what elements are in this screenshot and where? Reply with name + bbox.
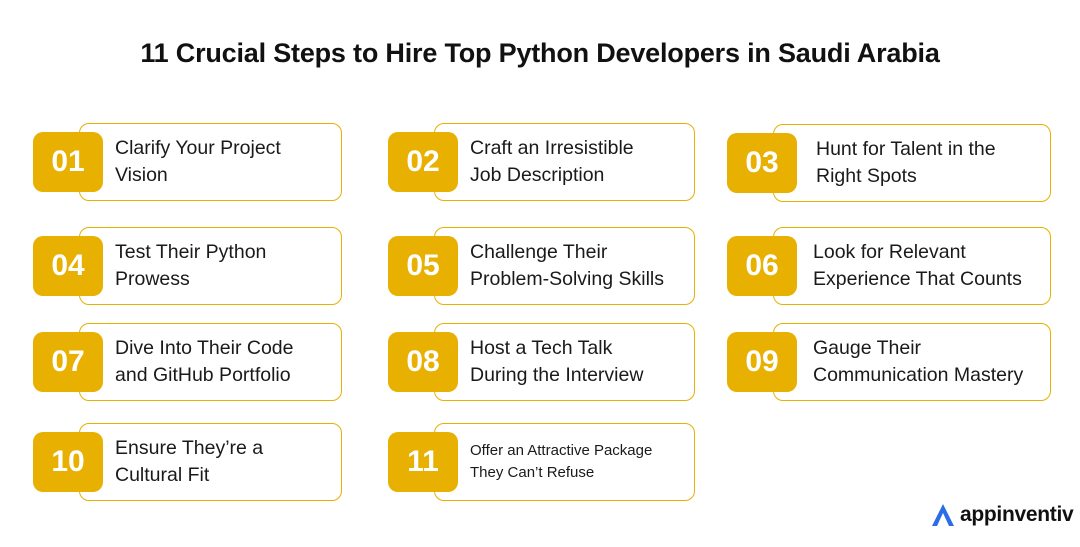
step-card [79,227,342,305]
step-number-badge: 09 [727,332,797,392]
step-label: Dive Into Their Code and GitHub Portfolio [115,323,336,401]
step-label-line2: Job Description [470,164,605,186]
step-10: 10 Ensure They’re a Cultural Fit [33,423,342,501]
step-label-line2: Prowess [115,268,190,290]
step-07: 07 Dive Into Their Code and GitHub Portfo… [33,323,342,401]
step-label-line1: Craft an Irresistible [470,137,634,159]
step-04: 04 Test Their Python Prowess [33,227,342,305]
step-label-line1: Hunt for Talent in the [816,138,996,160]
step-label-line2: Experience That Counts [813,268,1022,290]
step-label: Test Their Python Prowess [115,227,336,305]
step-number-badge: 02 [388,132,458,192]
step-label-line1: Offer an Attractive Package [470,442,653,459]
step-card [434,123,695,201]
step-label-line2: Cultural Fit [115,464,210,486]
step-label-line1: Challenge Their [470,241,608,263]
step-label: Gauge Their Communication Mastery [813,323,1047,401]
step-number-badge: 05 [388,236,458,296]
step-label-line2: During the Interview [470,364,644,386]
step-card [434,227,695,305]
step-label-line1: Dive Into Their Code [115,337,294,359]
step-label: Challenge Their Problem-Solving Skills [470,227,689,305]
step-number-badge: 08 [388,332,458,392]
step-label-line1: Host a Tech Talk [470,337,613,359]
step-label-line2: and GitHub Portfolio [115,364,291,386]
appinventiv-logo: appinventiv [930,500,1074,530]
step-label: Craft an Irresistible Job Description [470,123,689,201]
step-card [434,423,695,501]
step-number-badge: 11 [388,432,458,492]
step-label: Host a Tech Talk During the Interview [470,323,689,401]
step-label-line1: Gauge Their [813,337,922,359]
step-label: Ensure They’re a Cultural Fit [115,423,336,501]
step-label-line2: Right Spots [816,165,917,187]
step-label: Hunt for Talent in the Right Spots [816,124,1045,202]
step-03: 03 Hunt for Talent in the Right Spots [727,124,1051,202]
step-label: Offer an Attractive Package They Can’t Re… [470,423,689,501]
step-label-line2: Communication Mastery [813,364,1024,386]
step-card [434,323,695,401]
step-05: 05 Challenge Their Problem-Solving Skills [388,227,695,305]
appinventiv-logo-icon [932,504,954,526]
step-label: Look for Relevant Experience That Counts [813,227,1047,305]
step-card [79,123,342,201]
step-label: Clarify Your Project Vision [115,123,336,201]
step-01: 01 Clarify Your Project Vision [33,123,342,201]
step-02: 02 Craft an Irresistible Job Description [388,123,695,201]
step-number-badge: 07 [33,332,103,392]
step-card [773,227,1051,305]
step-09: 09 Gauge Their Communication Mastery [727,323,1051,401]
step-card [773,124,1051,202]
step-label-line1: Test Their Python [115,241,267,263]
step-11: 11 Offer an Attractive Package They Can’t… [388,423,695,501]
logo-text: appinventiv [960,503,1074,526]
page-title: 11 Crucial Steps to Hire Top Python Deve… [140,38,940,68]
step-label-line2: Problem-Solving Skills [470,268,664,290]
step-number-badge: 01 [33,132,103,192]
step-label-line1: Clarify Your Project [115,137,281,159]
step-label-line1: Look for Relevant [813,241,966,263]
step-label-line1: Ensure They’re a [115,437,264,459]
step-number-badge: 06 [727,236,797,296]
step-number-badge: 04 [33,236,103,296]
step-card [79,423,342,501]
step-number-badge: 10 [33,432,103,492]
step-number-badge: 03 [727,133,797,193]
step-06: 06 Look for Relevant Experience That Coun… [727,227,1051,305]
step-label-line2: They Can’t Refuse [470,464,595,481]
step-label-line2: Vision [115,164,168,186]
step-08: 08 Host a Tech Talk During the Interview [388,323,695,401]
